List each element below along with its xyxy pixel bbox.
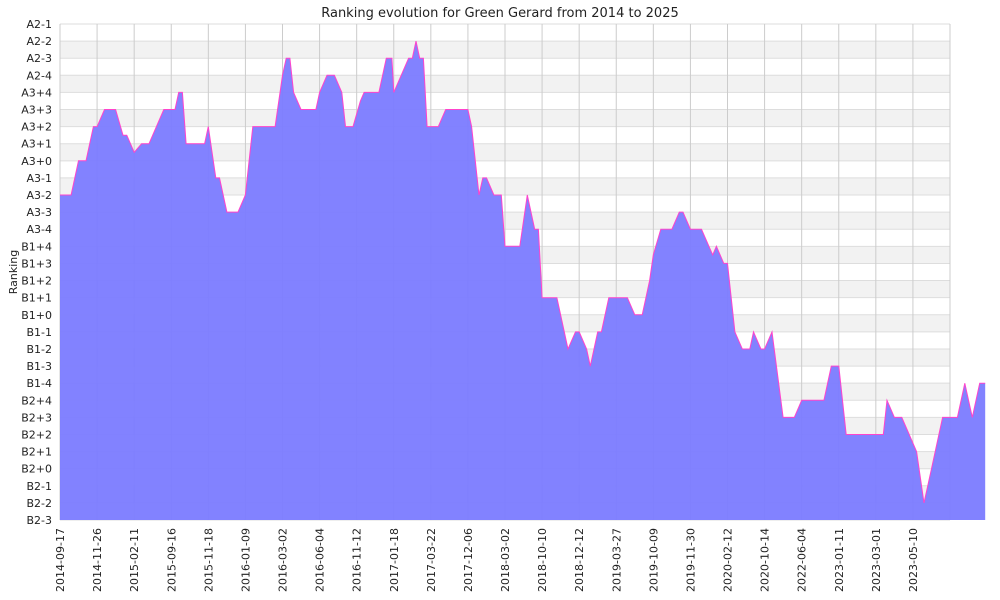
y-tick-label: B2+4 xyxy=(21,394,52,407)
y-tick-label: A3-1 xyxy=(27,172,53,185)
x-tick-label: 2016-11-12 xyxy=(351,528,364,592)
y-tick-label: A3-3 xyxy=(27,206,53,219)
y-tick-label: A3+2 xyxy=(21,121,52,134)
x-tick-label: 2017-12-06 xyxy=(462,528,475,592)
ranking-line xyxy=(60,40,986,504)
y-tick-label: A3+0 xyxy=(21,155,52,168)
chart-title: Ranking evolution for Green Gerard from … xyxy=(321,6,679,21)
x-tick-label: 2022-06-04 xyxy=(796,528,809,592)
x-tick-label: 2015-09-16 xyxy=(165,528,178,592)
y-tick-label: A2-4 xyxy=(27,69,53,82)
x-tick-label: 2020-02-12 xyxy=(722,528,735,592)
y-tick-label: B1+0 xyxy=(21,309,52,322)
x-tick-label: 2016-01-09 xyxy=(239,528,252,592)
x-tick-label: 2018-12-12 xyxy=(573,528,586,592)
y-tick-label: B2-1 xyxy=(26,480,52,493)
x-tick-label: 2018-03-02 xyxy=(499,528,512,592)
x-tick-label: 2020-10-14 xyxy=(759,528,772,592)
x-tick-label: 2023-01-11 xyxy=(833,528,846,592)
y-tick-label: A2-3 xyxy=(27,52,53,65)
x-tick-label: 2019-10-09 xyxy=(647,528,660,592)
y-tick-label: B2+3 xyxy=(21,411,52,424)
y-tick-label: B1+1 xyxy=(21,292,52,305)
ranking-area xyxy=(60,41,986,520)
y-tick-label: B1-1 xyxy=(26,326,52,339)
x-tick-label: 2014-09-17 xyxy=(54,528,67,592)
x-tick-label: 2015-02-11 xyxy=(128,528,141,592)
y-tick-label: B1+4 xyxy=(21,240,52,253)
y-tick-label: B1+2 xyxy=(21,275,52,288)
x-tick-label: 2016-06-04 xyxy=(314,528,327,592)
y-tick-label: B2+2 xyxy=(21,428,52,441)
y-tick-label: A3+4 xyxy=(21,86,52,99)
x-tick-label: 2023-03-01 xyxy=(870,528,883,592)
y-tick-label: A3-4 xyxy=(27,223,53,236)
x-tick-label: 2019-11-30 xyxy=(684,528,697,592)
y-axis-ticks: B2-3 B2-2 B2-1 B2+0 B2+1 B2+2 B2+3 B2+4 B1-4 B1-3… xyxy=(21,18,52,527)
y-tick-label: A2-2 xyxy=(27,35,53,48)
x-tick-label: 2019-03-27 xyxy=(610,528,623,592)
y-tick-label: A3+3 xyxy=(21,104,52,117)
y-tick-label: A2-1 xyxy=(27,18,53,31)
x-tick-label: 2018-10-10 xyxy=(536,528,549,592)
x-tick-label: 2015-11-18 xyxy=(202,528,215,592)
x-tick-label: 2017-03-22 xyxy=(425,528,438,592)
y-tick-label: B1+3 xyxy=(21,257,52,270)
y-tick-label: A3-2 xyxy=(27,189,53,202)
y-tick-label: B2-2 xyxy=(26,497,52,510)
y-tick-label: B1-2 xyxy=(26,343,52,356)
x-tick-label: 2016-03-02 xyxy=(277,528,290,592)
y-tick-label: B2-3 xyxy=(26,514,52,527)
x-tick-label: 2017-01-18 xyxy=(388,528,401,592)
x-axis-ticks: 2014-09-17 2014-11-26 2015-02-11 2015-09-16… xyxy=(54,528,920,592)
y-axis-title: Ranking xyxy=(7,250,20,295)
y-tick-label: A3+1 xyxy=(21,138,52,151)
y-tick-label: B2+1 xyxy=(21,446,52,459)
x-tick-label: 2023-05-10 xyxy=(907,528,920,592)
x-tick-label: 2014-11-26 xyxy=(91,528,104,592)
y-tick-label: B2+0 xyxy=(21,463,52,476)
plot-area xyxy=(60,40,986,520)
y-tick-label: B1-3 xyxy=(26,360,52,373)
y-tick-label: B1-4 xyxy=(26,377,52,390)
